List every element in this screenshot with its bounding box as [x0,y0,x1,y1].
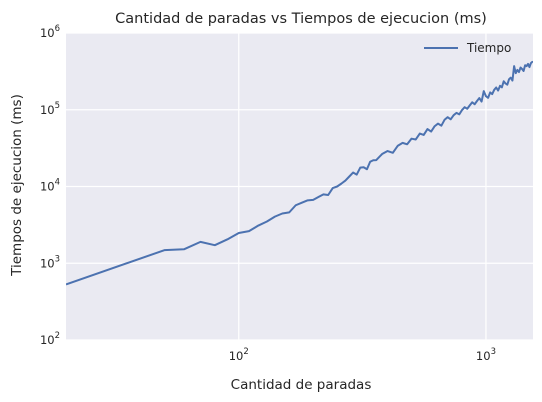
y-tick-base: 10 [40,256,55,270]
y-tick-exp: 3 [55,254,60,264]
x-axis-label: Cantidad de paradas [231,377,372,393]
x-tick-exp: 3 [491,347,496,357]
x-tick-label: 103 [476,347,496,363]
y-tick-label: 105 [40,101,60,117]
y-tick-base: 10 [40,180,55,194]
y-tick-label: 104 [40,178,60,194]
chart-title: Cantidad de paradas vs Tiempos de ejecuc… [115,11,487,27]
grid-lines [66,32,533,341]
x-tick-exp: 2 [243,347,248,357]
y-tick-label: 103 [40,254,60,270]
y-tick-base: 10 [40,103,55,117]
y-tick-exp: 2 [55,331,60,341]
x-tick-base: 10 [229,349,244,363]
x-tick-base: 10 [476,349,491,363]
legend: Tiempo [424,41,511,55]
y-tick-base: 10 [40,26,55,40]
series-line-tiempo [66,60,533,286]
series-layer [66,60,533,286]
y-tick-exp: 4 [55,178,60,188]
x-tick-label: 102 [229,347,249,363]
y-tick-base: 10 [40,333,55,347]
y-axis-label: Tiempos de ejecucion (ms) [9,94,25,277]
legend-label-tiempo: Tiempo [466,41,511,55]
y-tick-label: 102 [40,331,60,347]
y-tick-exp: 6 [55,24,60,34]
y-tick-exp: 5 [55,101,60,111]
y-tick-label: 106 [40,24,60,40]
